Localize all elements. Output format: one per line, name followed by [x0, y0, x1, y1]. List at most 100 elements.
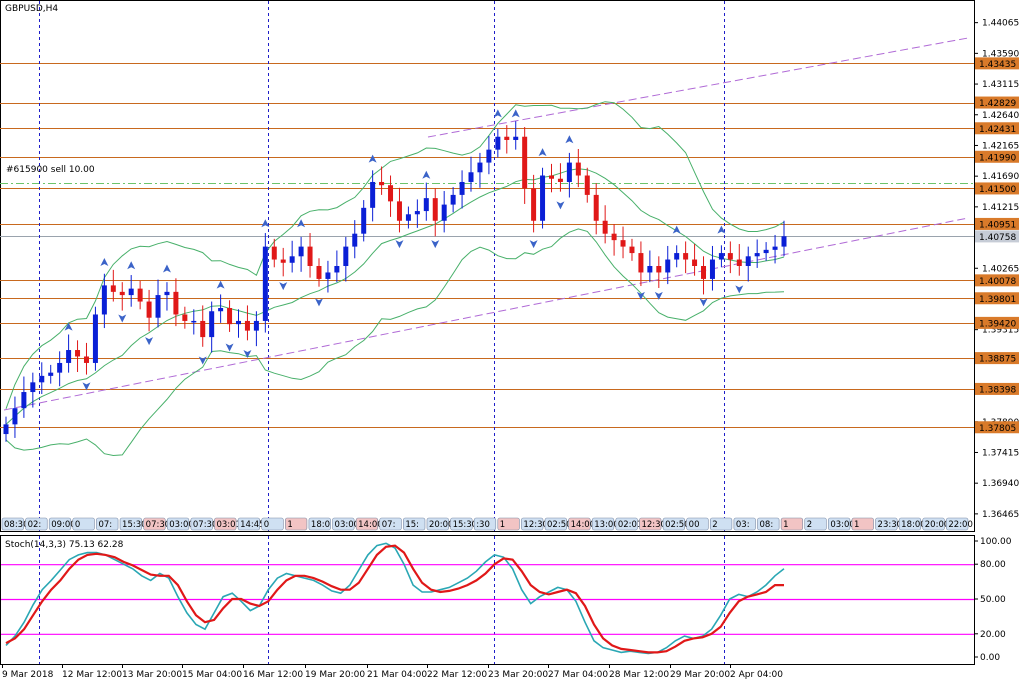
time-tag-box — [497, 517, 520, 531]
date-tick-label: 29 Mar 20:00 — [670, 670, 730, 680]
time-tag-label: 14:00 — [571, 520, 596, 530]
channel-upper-line — [427, 37, 969, 138]
time-tag-box — [828, 517, 851, 531]
candle-bear — [548, 175, 554, 179]
price-level-tag — [975, 274, 1019, 287]
candle-bear — [227, 308, 233, 325]
up-fractal-arrow — [127, 261, 136, 270]
time-tag-box — [662, 517, 685, 531]
fractal-arrows — [64, 109, 744, 391]
candle-bull — [361, 207, 367, 234]
time-tag-label: 03:01 — [216, 520, 241, 530]
candle-bull — [718, 253, 724, 260]
up-fractal-arrow — [261, 219, 270, 228]
candle-bull — [495, 136, 501, 150]
date-tick-label: 12 Mar 12:00 — [62, 670, 122, 680]
candle-bear — [557, 178, 563, 182]
time-tag-label: 02:50 — [547, 520, 572, 530]
candles — [3, 121, 787, 442]
candle-bull — [21, 392, 27, 409]
time-tag-label: 03:00 — [830, 520, 855, 530]
candle-bull — [325, 272, 331, 279]
time-tag-box — [119, 517, 142, 531]
time-tag-label: 23:30 — [878, 520, 903, 530]
price-axis: 1.44065 1.43590 1.43115 1.42640 1.42165 1.416… — [974, 19, 1019, 520]
time-tag-label: 20:00 — [429, 520, 454, 530]
candle-bear — [137, 288, 143, 302]
time-tag-label: 2 — [712, 520, 717, 530]
time-tag-label: :30 — [476, 520, 490, 530]
price-tick-label: 1.43115 — [982, 80, 1019, 90]
price-level-tag-label: 1.39420 — [979, 319, 1016, 329]
down-fractal-arrow — [314, 298, 323, 307]
candle-bear — [307, 246, 313, 266]
up-fractal-arrow — [717, 225, 726, 234]
candle-bull — [709, 259, 715, 279]
date-tick-label: 13 Mar 20:00 — [122, 670, 182, 680]
candle-bear — [504, 136, 510, 140]
candle-bull — [3, 424, 9, 435]
time-tag-box — [757, 517, 780, 531]
order-label: #615900 sell 10.00 — [6, 165, 95, 175]
candle-bull — [12, 408, 18, 425]
time-tag-box — [285, 517, 308, 531]
price-level-tag — [975, 57, 1019, 70]
price-tick-label: 1.41215 — [982, 203, 1019, 213]
time-tag-label: 0 — [75, 520, 80, 530]
date-tick-label: 16 Mar 12:00 — [243, 670, 303, 680]
down-fractal-arrow — [735, 285, 744, 294]
down-fractal-arrow — [431, 240, 440, 249]
symbol-label: GBPUSD,H4 — [5, 4, 58, 14]
time-tag-label: 1 — [854, 520, 859, 530]
time-tag-box — [25, 517, 48, 531]
candle-bull — [370, 181, 376, 208]
candle-bear — [83, 356, 89, 363]
candle-bear — [173, 291, 179, 315]
candle-bull — [352, 233, 358, 247]
time-tag-box — [898, 517, 922, 531]
candle-bear — [683, 253, 689, 260]
stoch-tick-label: 80.00 — [980, 560, 1006, 570]
time-tag-box — [851, 517, 874, 531]
candle-bull — [486, 149, 492, 163]
channel-lower-line — [3, 217, 969, 411]
time-tag-label: 00 — [689, 520, 700, 530]
candle-bull — [459, 181, 465, 195]
time-tag-label: 18:00 — [901, 520, 926, 530]
time-tag-box — [261, 517, 284, 531]
time-tag-box — [166, 517, 190, 531]
time-tag-label: 22:00 — [948, 520, 973, 530]
up-fractal-arrow — [422, 170, 431, 179]
date-tick-label: 23 Mar 20:00 — [488, 670, 548, 680]
price-tick-label: 1.36465 — [982, 510, 1019, 520]
time-tag-box — [709, 517, 733, 531]
candle-bull — [39, 375, 45, 383]
up-fractal-arrow — [511, 109, 520, 118]
price-tick-label: 1.42165 — [982, 141, 1019, 151]
time-tag-label: 2 — [807, 520, 812, 530]
price-level-tag-label: 1.37805 — [979, 424, 1016, 434]
price-level-tag — [975, 316, 1019, 329]
candle-bear — [119, 291, 125, 296]
price-level-tag-label: 1.42431 — [979, 125, 1016, 135]
candle-bull — [414, 211, 420, 215]
price-level-tag-label: 1.38875 — [979, 355, 1016, 365]
candle-bear — [584, 175, 590, 195]
date-tick-label: 2 Apr 04:00 — [730, 670, 783, 680]
candle-bear — [110, 285, 116, 292]
candle-bull — [477, 162, 483, 173]
down-fractal-arrow — [225, 343, 234, 352]
candle-bear — [620, 240, 626, 247]
candle-bull — [781, 236, 787, 247]
candle-bull — [763, 249, 769, 254]
down-fractal-arrow — [82, 382, 91, 391]
candle-bear — [522, 136, 528, 189]
candle-bear — [629, 246, 635, 254]
time-tag-box — [450, 517, 473, 531]
time-tag-label: 07: — [382, 520, 396, 530]
main-chart-frame — [0, 0, 975, 532]
time-tag-box — [946, 517, 969, 531]
candle-bear — [182, 314, 188, 321]
price-level-tag — [975, 382, 1019, 395]
